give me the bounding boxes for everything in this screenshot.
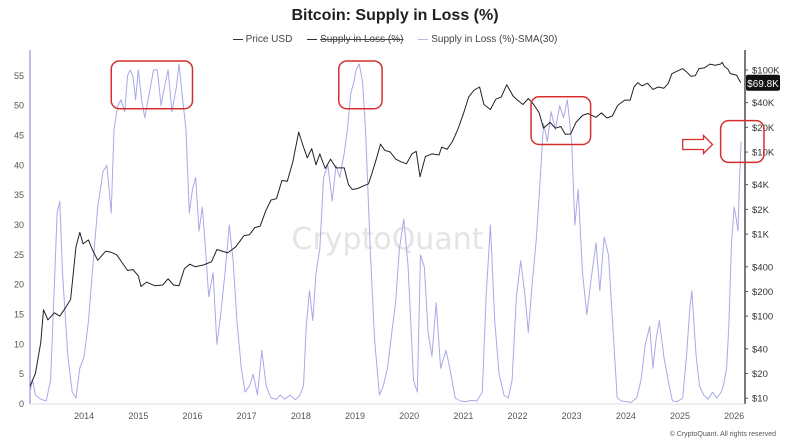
x-tick-label: 2021 xyxy=(453,411,473,421)
x-tick-label: 2019 xyxy=(345,411,365,421)
sma-series-line xyxy=(29,63,742,403)
y-right-tick-label: $100K xyxy=(752,65,780,76)
x-tick-label: 2020 xyxy=(399,411,419,421)
legend-label-supply-in-loss: Supply in Loss (%) xyxy=(320,34,404,45)
chart-legend: Price USD Supply in Loss (%) Supply in L… xyxy=(0,34,790,45)
x-tick-label: 2023 xyxy=(562,411,582,421)
price-series-line xyxy=(29,61,742,387)
current-price-label: $69.8K xyxy=(747,79,779,90)
y-left-tick-label: 0 xyxy=(19,399,24,409)
y-right-tick-label: $1K xyxy=(752,230,770,241)
legend-swatch-sma xyxy=(418,38,429,40)
y-right-tick-label: $100 xyxy=(752,312,773,323)
y-left-tick-label: 10 xyxy=(14,339,24,349)
y-left-tick-label: 50 xyxy=(14,101,24,111)
y-right-tick-label: $20 xyxy=(752,369,768,380)
legend-swatch-price xyxy=(232,38,243,40)
y-left-tick-label: 25 xyxy=(14,250,24,260)
legend-label-price: Price USD xyxy=(245,34,293,45)
x-tick-label: 2025 xyxy=(670,411,690,421)
y-left-tick-label: 45 xyxy=(14,131,24,141)
y-right-tick-label: $4K xyxy=(752,180,770,191)
y-left-tick-label: 40 xyxy=(14,160,24,170)
highlight-box-3 xyxy=(719,119,765,164)
legend-label-sma: Supply in Loss (%)-SMA(30) xyxy=(431,34,558,45)
current-price-badge xyxy=(746,74,780,91)
x-tick-label: 2016 xyxy=(182,411,202,421)
legend-swatch-supply-in-loss xyxy=(307,38,318,40)
watermark-text: CryptoQuant xyxy=(292,222,484,257)
x-tick-label: 2017 xyxy=(237,411,257,421)
y-left-tick-label: 55 xyxy=(14,71,24,81)
y-left-tick-label: 15 xyxy=(14,310,24,320)
y-left-tick-label: 5 xyxy=(19,369,24,379)
x-tick-label: 2015 xyxy=(128,411,148,421)
x-tick-label: 2018 xyxy=(291,411,311,421)
highlight-box-1 xyxy=(338,60,383,110)
y-right-tick-label: $2K xyxy=(752,205,770,216)
y-left-tick-label: 35 xyxy=(14,190,24,200)
x-tick-label: 2024 xyxy=(616,411,636,421)
legend-item-supply-in-loss[interactable]: Supply in Loss (%) xyxy=(307,34,403,45)
highlight-box-0 xyxy=(110,60,194,110)
x-tick-label: 2026 xyxy=(724,411,744,421)
y-left-tick-label: 20 xyxy=(14,280,24,290)
x-tick-label: 2022 xyxy=(507,411,527,421)
legend-item-price[interactable]: Price USD xyxy=(232,34,293,45)
y-right-tick-label: $40K xyxy=(752,98,775,109)
highlight-box-2 xyxy=(530,96,592,146)
y-left-tick-label: 30 xyxy=(14,220,24,230)
y-right-tick-label: $10 xyxy=(752,394,768,405)
x-tick-label: 2014 xyxy=(74,411,94,421)
y-right-tick-label: $40 xyxy=(752,344,768,355)
copyright-text: © CryptoQuant. All rights reserved xyxy=(669,431,776,438)
chart-title: Bitcoin: Supply in Loss (%) xyxy=(291,7,499,24)
y-right-tick-label: $200 xyxy=(752,287,773,298)
legend-item-sma[interactable]: Supply in Loss (%)-SMA(30) xyxy=(418,34,557,45)
arrow-annotation xyxy=(682,133,714,156)
y-right-tick-label: $400 xyxy=(752,262,773,273)
